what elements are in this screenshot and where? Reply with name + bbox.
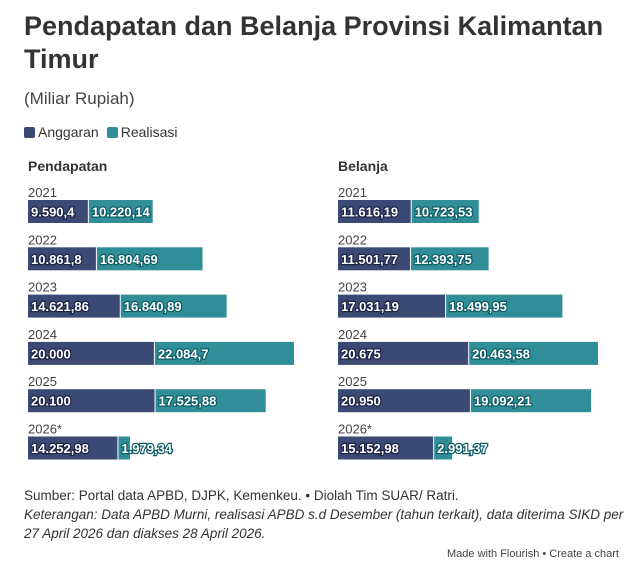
data-label: 11.616,19 [341,205,398,220]
legend-swatch-realisasi [106,127,118,138]
bar-realisasi [118,436,130,460]
data-label: 20.950 [341,394,381,409]
bar-anggaran [338,389,470,413]
bar-realisasi [411,200,479,223]
bar-anggaran [338,341,469,365]
legend-item-realisasi[interactable]: Realisasi [106,124,178,140]
bar-anggaran [28,389,155,413]
bar-anggaran [338,294,446,318]
year-label: 2022 [28,232,57,247]
legend-label: Realisasi [120,124,178,140]
data-label: 1.979,34 [121,441,172,456]
bar-realisasi [469,341,598,365]
data-label: 16.804,69 [100,252,158,267]
explanation-note: Keterangan: Data APBD Murni, realisasi A… [24,507,624,541]
data-label: 20.675 [341,346,381,361]
year-label: 2025 [338,374,367,389]
data-label: 16.840,89 [124,299,182,314]
data-label: 18.499,95 [449,299,507,314]
data-label: 19.092,21 [474,394,532,409]
data-label: 14.252,98 [31,441,89,456]
year-label: 2023 [28,280,57,295]
data-label: 14.621,86 [31,299,89,314]
bar-anggaran [28,247,96,271]
panel-title-belanja: Belanja [338,158,388,174]
bar-anggaran [28,200,88,223]
data-label: 17.031,19 [341,299,399,314]
bar-realisasi [434,436,453,460]
legend-label: Anggaran [38,124,99,140]
data-label: 20.100 [31,394,71,409]
bar-anggaran [338,436,434,460]
legend-item-anggaran[interactable]: Anggaran [24,124,99,140]
year-label: 2021 [338,185,367,200]
data-label: 20.000 [31,346,71,361]
bar-anggaran [338,200,411,223]
bar-anggaran [338,247,410,271]
data-label: 20.463,58 [472,346,530,361]
chart-title: Pendapatan dan Belanja Provinsi Kalimant… [24,11,604,74]
year-label: 2024 [338,327,367,342]
data-label: 12.393,75 [414,252,472,267]
bar-realisasi [446,294,563,318]
bar-anggaran [28,341,154,365]
data-label: 11.501,77 [341,252,398,267]
bar-realisasi [155,389,266,413]
legend-swatch-anggaran [24,127,35,138]
data-label: 10.861,8 [31,252,82,267]
bar-realisasi [96,247,203,271]
flourish-credit[interactable]: Made with Flourish • Create a chart [447,548,619,560]
data-label: 10.723,53 [415,205,473,220]
bar-realisasi [154,341,294,365]
bar-realisasi [88,200,153,223]
year-label: 2023 [338,280,367,295]
year-label: 2026* [28,422,62,437]
chart-subtitle: (Miliar Rupiah) [24,89,135,108]
bar-anggaran [28,294,120,318]
bar-chart: 2021 9.590,4 10.220,14 2022 10.861,8 16.804,6… [28,185,598,460]
year-label: 2024 [28,327,57,342]
year-label: 2021 [28,185,57,200]
data-label: 2.991,37 [437,441,488,456]
data-label: 22.084,7 [158,346,209,361]
data-label: 17.525,88 [159,394,217,409]
data-label: 10.220,14 [92,205,151,220]
bar-anggaran [28,436,118,460]
bar-realisasi [410,247,489,271]
data-label: 15.152,98 [341,441,399,456]
footer: Sumber: Portal data APBD, DJPK, Kemenkeu… [24,486,629,543]
source-note: Sumber: Portal data APBD, DJPK, Kemenkeu… [24,488,459,503]
year-label: 2025 [28,374,57,389]
bar-realisasi [470,389,592,413]
panel-title-pendapatan: Pendapatan [28,158,108,174]
year-label: 2022 [338,232,367,247]
bar-realisasi [120,294,227,318]
year-label: 2026* [338,422,372,437]
data-label: 9.590,4 [31,205,75,220]
legend: Anggaran Realisasi [24,124,178,140]
